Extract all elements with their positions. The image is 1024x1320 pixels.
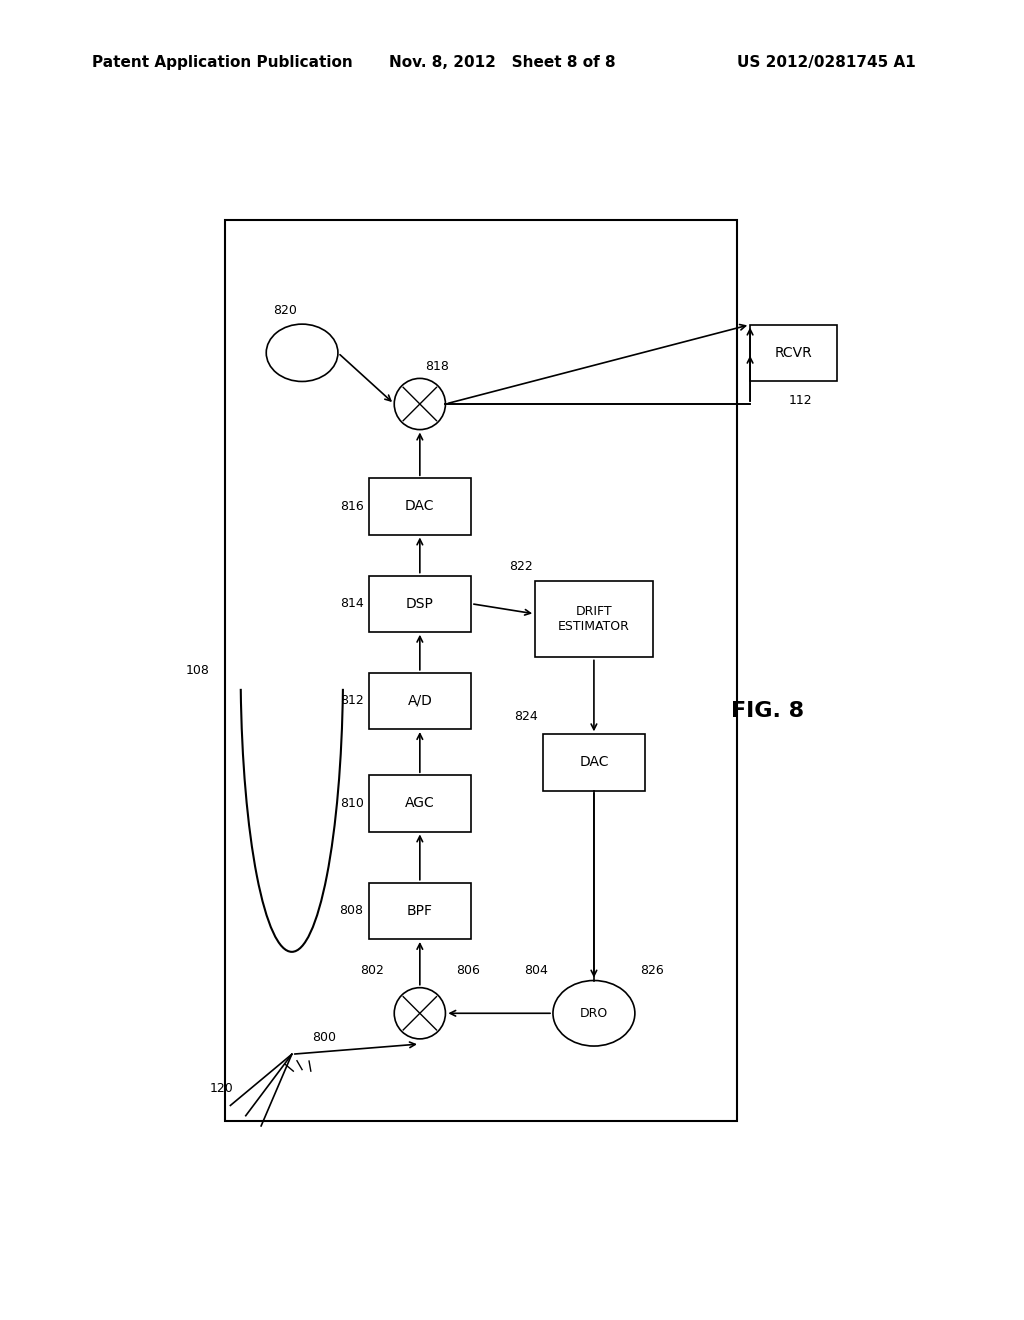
Text: 824: 824 xyxy=(514,710,538,723)
Text: 804: 804 xyxy=(524,965,548,977)
Bar xyxy=(369,478,471,535)
Bar xyxy=(535,581,653,657)
Circle shape xyxy=(394,379,445,429)
Text: FIG. 8: FIG. 8 xyxy=(731,701,805,721)
Text: AGC: AGC xyxy=(404,796,435,810)
Text: 112: 112 xyxy=(788,393,812,407)
Bar xyxy=(369,576,471,632)
Text: 816: 816 xyxy=(340,500,364,513)
Text: A/D: A/D xyxy=(408,694,432,708)
Text: 800: 800 xyxy=(312,1031,336,1044)
Text: 826: 826 xyxy=(640,965,664,977)
Ellipse shape xyxy=(553,981,635,1045)
Text: 818: 818 xyxy=(425,360,449,374)
Text: DAC: DAC xyxy=(406,499,434,513)
Text: 822: 822 xyxy=(509,560,532,573)
Text: 810: 810 xyxy=(340,797,364,810)
Text: 814: 814 xyxy=(340,597,364,610)
Text: 120: 120 xyxy=(210,1082,233,1096)
Text: DRO: DRO xyxy=(580,1007,608,1020)
Bar xyxy=(225,219,737,1121)
Text: US 2012/0281745 A1: US 2012/0281745 A1 xyxy=(737,55,916,70)
Ellipse shape xyxy=(266,325,338,381)
Text: RCVR: RCVR xyxy=(775,346,812,360)
Bar xyxy=(750,325,838,381)
Circle shape xyxy=(394,987,445,1039)
Bar xyxy=(543,734,645,791)
Text: DRIFT
ESTIMATOR: DRIFT ESTIMATOR xyxy=(558,605,630,634)
Bar xyxy=(369,673,471,729)
Text: Patent Application Publication: Patent Application Publication xyxy=(92,55,353,70)
Text: 820: 820 xyxy=(273,304,297,317)
Text: 108: 108 xyxy=(186,664,210,677)
Text: 808: 808 xyxy=(340,904,364,917)
Text: DAC: DAC xyxy=(580,755,608,770)
Bar xyxy=(369,775,471,832)
Text: 802: 802 xyxy=(360,965,384,977)
Bar xyxy=(369,883,471,939)
Text: BPF: BPF xyxy=(407,904,433,917)
Text: 812: 812 xyxy=(340,694,364,708)
Text: DSP: DSP xyxy=(406,597,434,611)
Text: 806: 806 xyxy=(456,965,479,977)
Text: Nov. 8, 2012   Sheet 8 of 8: Nov. 8, 2012 Sheet 8 of 8 xyxy=(389,55,615,70)
